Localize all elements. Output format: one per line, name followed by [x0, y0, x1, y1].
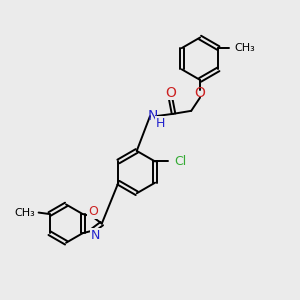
- Text: H: H: [156, 117, 165, 130]
- Text: CH₃: CH₃: [14, 208, 35, 218]
- Text: O: O: [165, 85, 176, 100]
- Text: N: N: [147, 109, 158, 123]
- Text: CH₃: CH₃: [234, 43, 255, 53]
- Text: N: N: [91, 229, 101, 242]
- Text: O: O: [195, 86, 206, 100]
- Text: Cl: Cl: [174, 155, 187, 168]
- Text: O: O: [88, 205, 98, 218]
